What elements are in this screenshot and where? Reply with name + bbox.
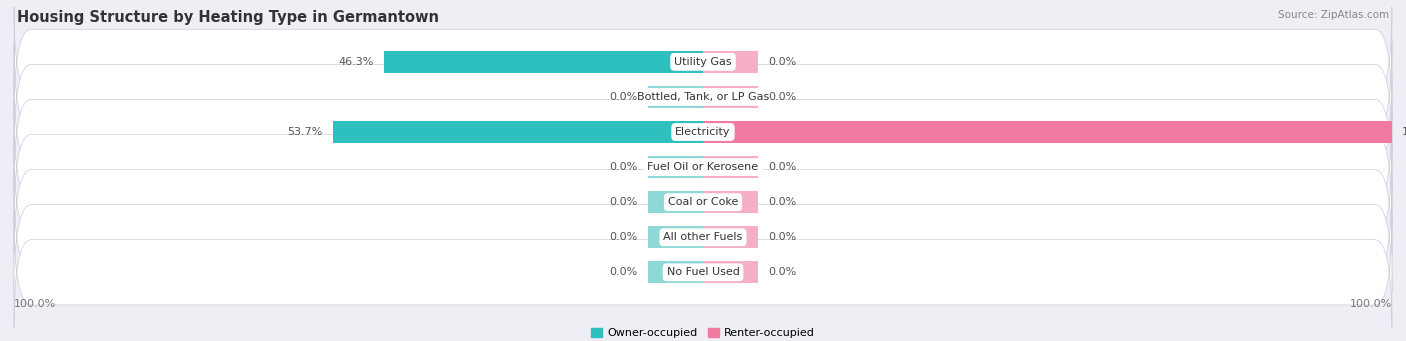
Text: 0.0%: 0.0% xyxy=(769,92,797,102)
Text: 100.0%: 100.0% xyxy=(1350,299,1392,309)
Bar xyxy=(703,86,758,108)
Bar xyxy=(703,191,758,213)
Text: Housing Structure by Heating Type in Germantown: Housing Structure by Heating Type in Ger… xyxy=(17,10,439,25)
Bar xyxy=(648,191,703,213)
Bar xyxy=(703,226,758,248)
Bar xyxy=(648,262,703,283)
Text: Fuel Oil or Kerosene: Fuel Oil or Kerosene xyxy=(647,162,759,172)
Bar xyxy=(333,121,703,143)
FancyBboxPatch shape xyxy=(14,217,1392,327)
Text: Utility Gas: Utility Gas xyxy=(675,57,731,67)
FancyBboxPatch shape xyxy=(14,147,1392,257)
Text: Coal or Coke: Coal or Coke xyxy=(668,197,738,207)
Bar xyxy=(703,51,758,73)
FancyBboxPatch shape xyxy=(14,182,1392,292)
Bar xyxy=(648,156,703,178)
Legend: Owner-occupied, Renter-occupied: Owner-occupied, Renter-occupied xyxy=(592,328,814,338)
Text: 0.0%: 0.0% xyxy=(769,232,797,242)
Bar xyxy=(648,226,703,248)
Text: 53.7%: 53.7% xyxy=(287,127,323,137)
Text: 0.0%: 0.0% xyxy=(769,197,797,207)
Text: 0.0%: 0.0% xyxy=(609,267,637,277)
Text: 0.0%: 0.0% xyxy=(609,162,637,172)
Text: 46.3%: 46.3% xyxy=(339,57,374,67)
Bar xyxy=(648,86,703,108)
Bar xyxy=(384,51,703,73)
Text: Bottled, Tank, or LP Gas: Bottled, Tank, or LP Gas xyxy=(637,92,769,102)
FancyBboxPatch shape xyxy=(14,7,1392,117)
Text: Electricity: Electricity xyxy=(675,127,731,137)
Text: 0.0%: 0.0% xyxy=(609,197,637,207)
Text: 0.0%: 0.0% xyxy=(609,92,637,102)
Text: 0.0%: 0.0% xyxy=(769,162,797,172)
Text: All other Fuels: All other Fuels xyxy=(664,232,742,242)
FancyBboxPatch shape xyxy=(14,42,1392,152)
Text: 100.0%: 100.0% xyxy=(1402,127,1406,137)
Text: Source: ZipAtlas.com: Source: ZipAtlas.com xyxy=(1278,10,1389,20)
Text: No Fuel Used: No Fuel Used xyxy=(666,267,740,277)
Text: 0.0%: 0.0% xyxy=(769,267,797,277)
Bar xyxy=(703,262,758,283)
FancyBboxPatch shape xyxy=(14,77,1392,187)
FancyBboxPatch shape xyxy=(14,112,1392,222)
Text: 0.0%: 0.0% xyxy=(769,57,797,67)
Text: 100.0%: 100.0% xyxy=(14,299,56,309)
Bar xyxy=(703,156,758,178)
Text: 0.0%: 0.0% xyxy=(609,232,637,242)
Bar xyxy=(703,121,1392,143)
